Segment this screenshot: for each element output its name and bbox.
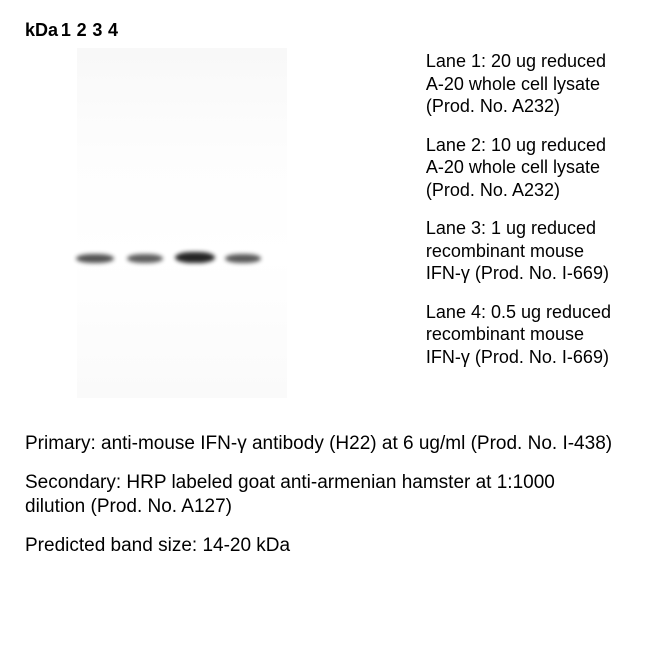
lane-number-3: 3 <box>89 20 105 41</box>
secondary-antibody-text: Secondary: HRP labeled goat anti-armenia… <box>25 471 620 520</box>
lane-legend-3: Lane 3: 1 ug reduced recombinant mouse I… <box>426 217 620 285</box>
blot-membrane <box>77 48 287 398</box>
blot-band <box>127 254 163 263</box>
predicted-size-text: Predicted band size: 14-20 kDa <box>25 534 620 559</box>
bottom-section: Primary: anti-mouse IFN-γ antibody (H22)… <box>25 432 620 559</box>
lane-legend-1: Lane 1: 20 ug reduced A-20 whole cell ly… <box>426 50 620 118</box>
lane-legend-2: Lane 2: 10 ug reduced A-20 whole cell ly… <box>426 134 620 202</box>
blot-band <box>225 254 261 263</box>
lane-number-4: 4 <box>105 20 121 41</box>
blot-band <box>175 252 215 263</box>
kda-label: kDa <box>25 20 58 41</box>
blot-band <box>76 254 114 263</box>
lane-number-1: 1 <box>58 20 74 41</box>
western-blot-panel: kDa 1 2 3 4 250-150-100-75-50-37-25-20-1… <box>25 20 121 368</box>
lane-legend-4: Lane 4: 0.5 ug reduced recombinant mouse… <box>426 301 620 369</box>
lane-legend: Lane 1: 20 ug reduced A-20 whole cell ly… <box>426 20 620 368</box>
top-section: kDa 1 2 3 4 250-150-100-75-50-37-25-20-1… <box>25 20 620 368</box>
lane-number-2: 2 <box>74 20 90 41</box>
lane-header-row: kDa 1 2 3 4 <box>25 20 121 41</box>
primary-antibody-text: Primary: anti-mouse IFN-γ antibody (H22)… <box>25 432 620 457</box>
